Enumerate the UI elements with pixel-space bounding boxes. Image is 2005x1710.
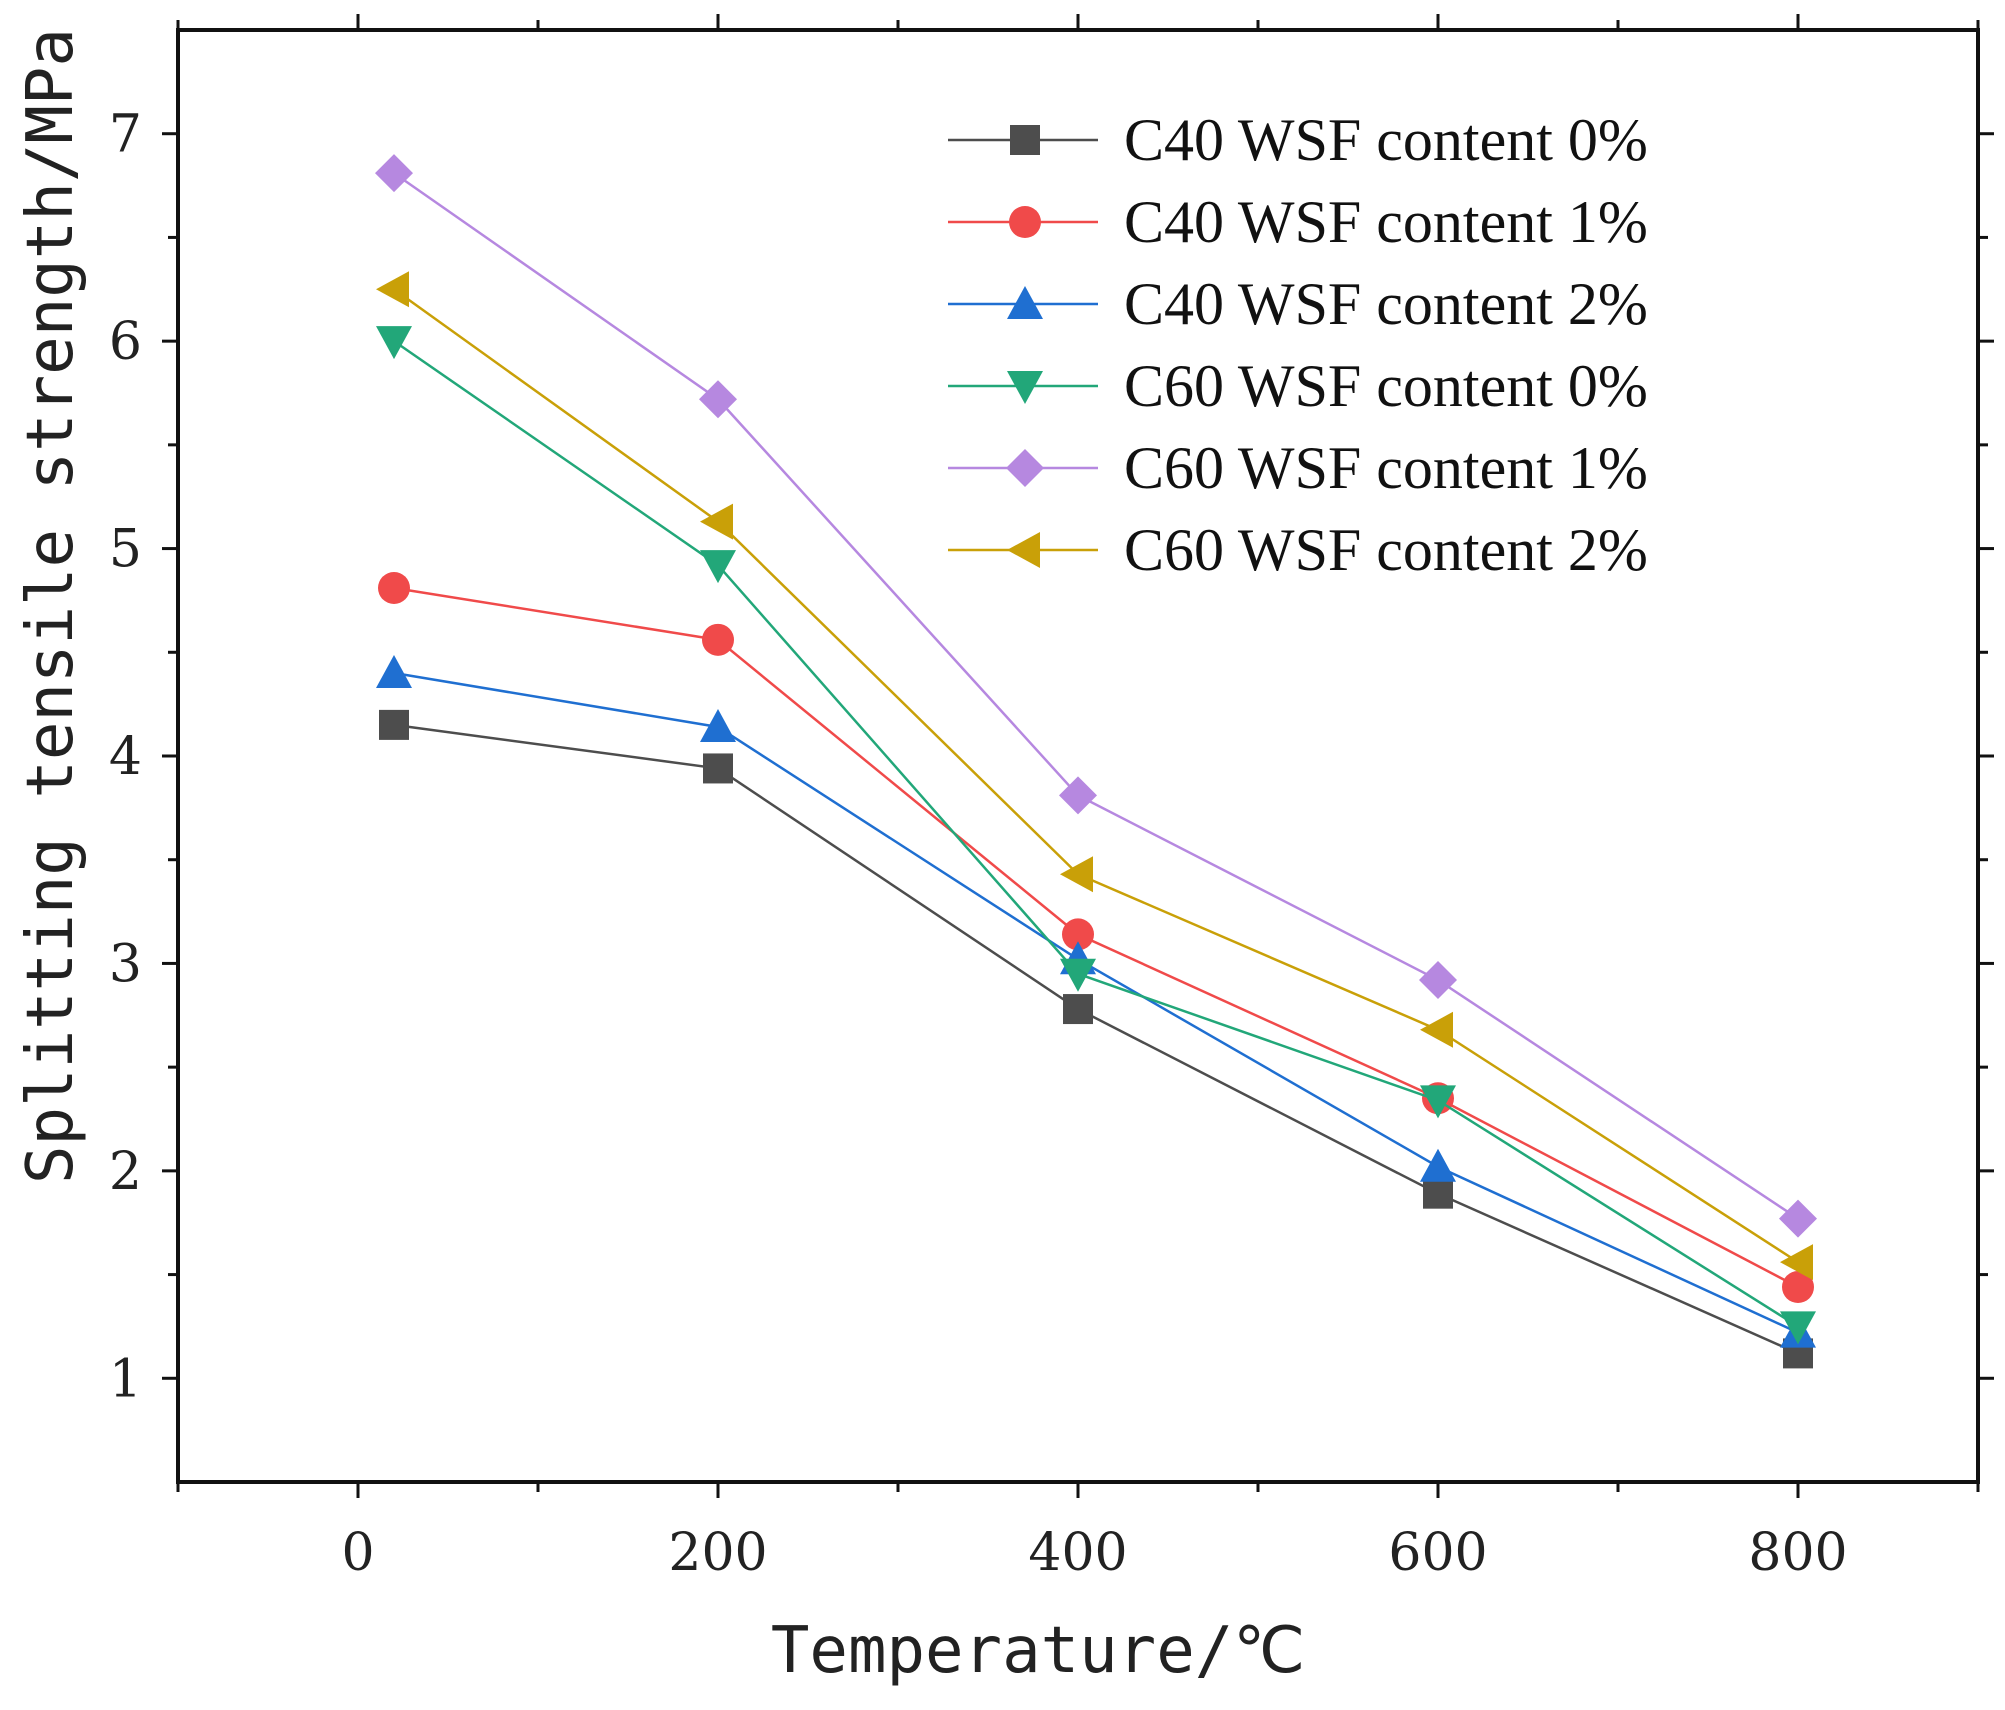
data-point: [376, 326, 412, 360]
data-point: [379, 709, 409, 740]
data-point: [1060, 958, 1096, 992]
data-point: [1063, 994, 1093, 1025]
legend-marker: [1007, 532, 1040, 568]
data-point: [376, 655, 412, 689]
data-point: [1423, 1178, 1453, 1209]
y-axis-title: Splitting tensile strength/MPa: [14, 28, 88, 1184]
data-point: [1060, 856, 1093, 893]
data-point: [702, 623, 734, 656]
x-tick-label: 600: [1388, 1523, 1487, 1583]
legend-entry-2: C40 WSF content 1%: [948, 189, 1648, 255]
y-tick-label: 2: [109, 1142, 142, 1202]
legend-marker: [1007, 286, 1043, 319]
data-point: [1419, 961, 1457, 1000]
data-point: [700, 550, 736, 584]
data-point: [1059, 776, 1097, 815]
y-tick-label: 6: [109, 312, 142, 372]
legend-marker: [1010, 125, 1040, 155]
data-point: [1780, 1311, 1816, 1345]
series-layer: [375, 154, 1817, 1369]
legend-marker: [1007, 371, 1043, 404]
data-point: [699, 380, 737, 419]
data-point: [1780, 1244, 1813, 1281]
data-point: [376, 271, 409, 308]
legend-entry-6: C60 WSF content 2%: [948, 517, 1648, 583]
legend-marker: [1009, 206, 1041, 238]
legend: C40 WSF content 0% C40 WSF content 1% C40 …: [948, 107, 1648, 583]
data-point: [1779, 1199, 1817, 1238]
x-tick-label: 0: [341, 1523, 374, 1583]
y-tick-label: 5: [109, 520, 142, 580]
data-point: [1420, 1011, 1453, 1048]
data-point: [1782, 1271, 1814, 1304]
legend-label: C40 WSF content 2%: [1124, 271, 1648, 337]
series-4: [376, 326, 1816, 1345]
legend-label: C60 WSF content 0%: [1124, 353, 1648, 419]
data-point: [1420, 1085, 1456, 1119]
legend-entry-5: C60 WSF content 1%: [948, 435, 1648, 501]
legend-entry-1: C40 WSF content 0%: [948, 107, 1648, 173]
series-6: [376, 271, 1813, 1281]
legend-entry-4: C60 WSF content 0%: [948, 353, 1648, 419]
y-tick-label: 4: [109, 727, 142, 787]
data-point: [700, 503, 733, 540]
axis-ticks: 0 200 400 600 800 1 2 3 4 5 6 7: [109, 14, 1994, 1583]
legend-marker: [1006, 449, 1044, 487]
y-tick-label: 3: [109, 934, 142, 994]
legend-entry-3: C40 WSF content 2%: [948, 271, 1648, 337]
data-point: [1062, 918, 1094, 951]
data-point: [703, 753, 733, 784]
x-tick-label: 200: [668, 1523, 767, 1583]
x-tick-label: 800: [1748, 1523, 1847, 1583]
series-5: [375, 154, 1817, 1238]
legend-label: C60 WSF content 1%: [1124, 435, 1648, 501]
y-tick-label: 7: [109, 105, 142, 165]
legend-label: C60 WSF content 2%: [1124, 517, 1648, 583]
y-tick-label: 1: [109, 1349, 142, 1409]
legend-label: C40 WSF content 1%: [1124, 189, 1648, 255]
data-point: [1420, 1148, 1456, 1182]
data-point: [378, 571, 410, 604]
x-axis-title: Temperature/℃: [771, 1614, 1305, 1688]
x-tick-label: 400: [1028, 1523, 1127, 1583]
data-point: [700, 708, 736, 742]
data-point: [375, 154, 413, 193]
legend-label: C40 WSF content 0%: [1124, 107, 1648, 173]
